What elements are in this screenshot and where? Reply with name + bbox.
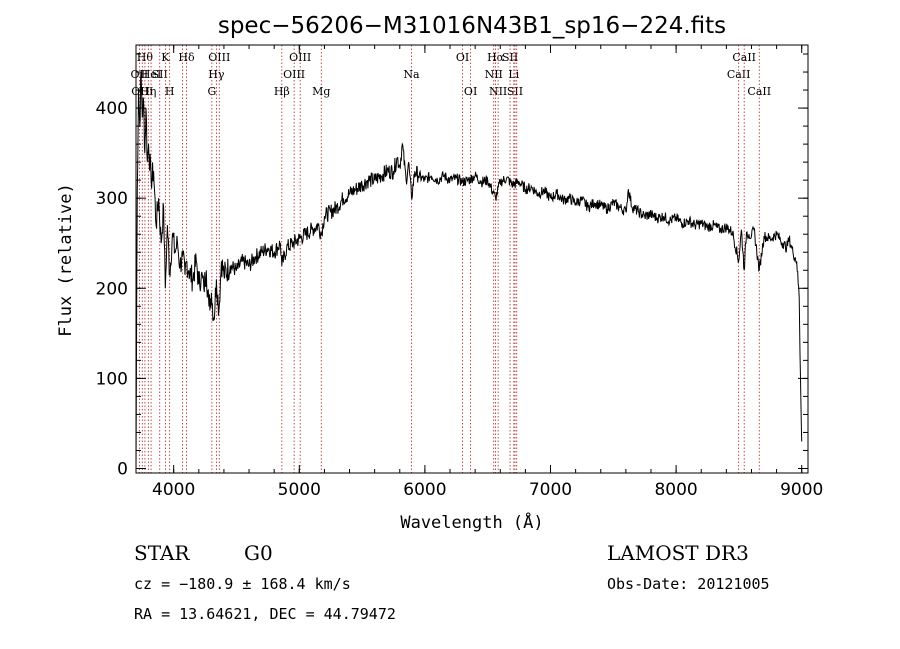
spectral-line-label: H [165,85,175,98]
spectral-line-label: Hη [140,85,156,98]
spectral-line-label: Mg [312,85,330,98]
spectral-line-label: OIII [131,85,153,98]
spectral-line-label: NII [489,85,507,98]
plot-frame [135,44,809,474]
spectral-line-label: Hγ [208,68,225,81]
spectral-line-label: CaII [747,85,771,98]
spectral-line-label: OIII [289,51,311,64]
x-tick-label: 4000 [152,480,195,500]
redshift-cz: cz = −180.9 ± 168.4 km/s [134,575,351,593]
spectral-line-label: Li [508,68,519,81]
spectral-line-label: NII [485,68,503,81]
spectral-line-label: OI [464,85,477,98]
y-tick-label: 400 [96,99,128,119]
axis-ticks: 4000 5000 6000 7000 8000 9000 0 100 200 300 400 [96,45,823,500]
spectral-line-label: HeI [141,68,161,81]
spectral-line-label: G [207,85,216,98]
x-tick-label: 6000 [403,480,446,500]
object-subclass: G0 [244,541,273,565]
y-tick-label: 100 [96,369,128,389]
spectral-line-label: SII [507,85,523,98]
spectral-line-label: SII [152,68,168,81]
spectral-line-label: OIII [283,68,305,81]
chart-title: spec−56206−M31016N43B1_sp16−224.fits [218,13,726,39]
x-axis-label: Wavelength (Å) [400,511,543,533]
observation-date: Obs-Date: 20121005 [607,575,770,593]
x-tick-label: 7000 [529,480,572,500]
object-class: STAR [134,541,190,565]
x-tick-label: 5000 [278,480,321,500]
spectral-line-label: OII [131,68,149,81]
y-tick-label: 200 [96,279,128,299]
y-axis-label: Flux (relative) [56,183,76,337]
sky-coordinates: RA = 13.64621, DEC = 44.79472 [134,605,396,623]
spectral-line-label: OI [456,51,469,64]
y-tick-label: 0 [117,459,128,479]
spectral-line-label: OIII [208,51,230,64]
x-tick-label: 8000 [654,480,697,500]
spectral-line-label: SII [502,51,518,64]
spectral-line-markers: OIIOIIIHθHηHeISIIKHHδGHγOIIIHβOIIIOIIIMg… [131,45,771,473]
survey-name: LAMOST DR3 [607,541,749,565]
spectral-line-label: Hα [487,51,505,64]
spectrum-line [135,71,803,469]
y-tick-label: 300 [96,189,128,209]
spectral-line-label: K [161,51,170,64]
spectral-line-label: Hβ [274,85,290,98]
x-tick-label: 9000 [780,480,823,500]
spectral-line-label: CaII [727,68,751,81]
spectral-line-label: Na [403,68,420,81]
spectral-line-label: Hδ [178,51,195,64]
spectral-line-label: CaII [732,51,756,64]
